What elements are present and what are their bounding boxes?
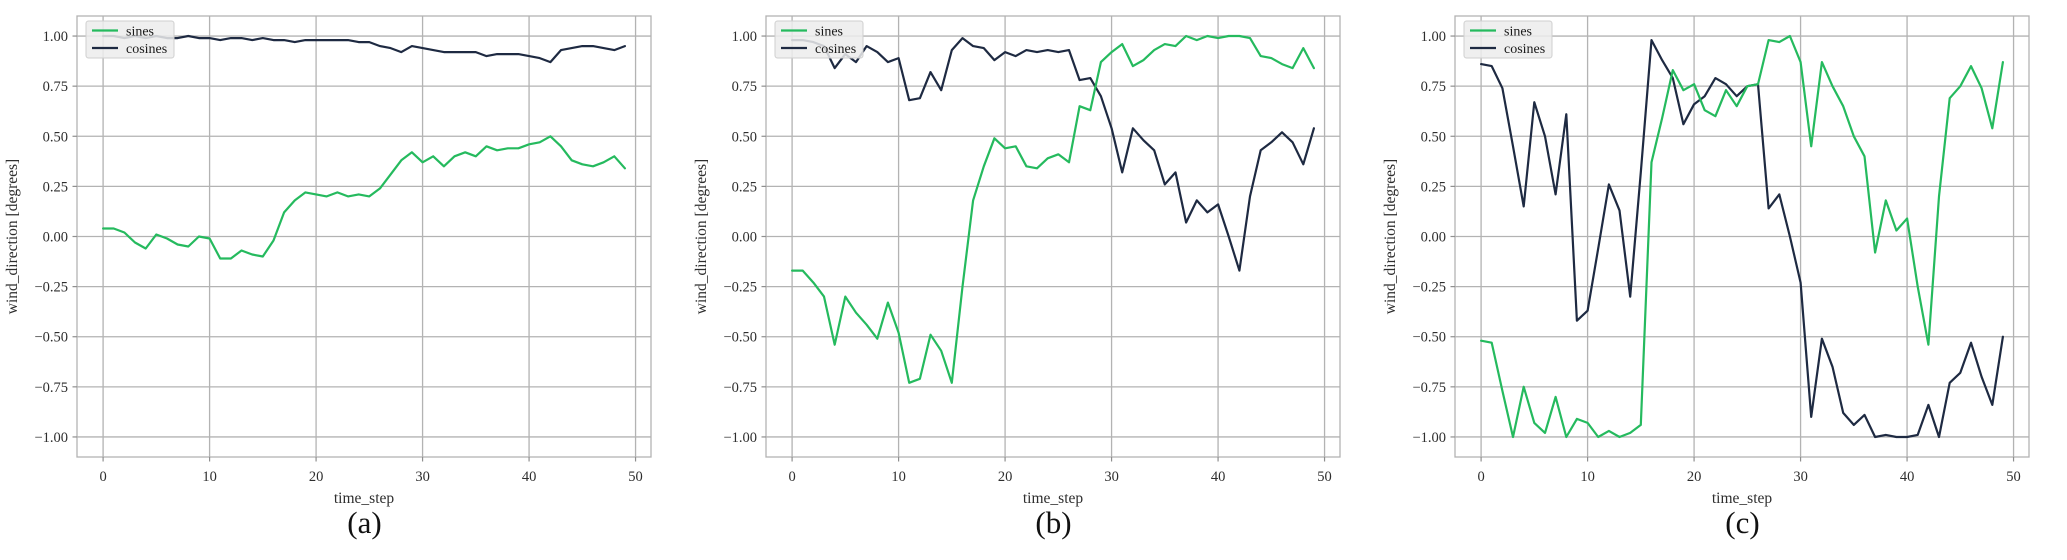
series-line-cosines: [1479, 38, 2005, 439]
chart-b: 0 10 20 30 40 50 1.00 0.75 0.50 0.25 0.00 −0.25 −0.5…: [693, 15, 1341, 507]
x-tick-label: 10: [202, 469, 217, 485]
series-line-cosines: [101, 34, 627, 64]
y-tick-label: 1.00: [1421, 29, 1446, 45]
panel-a: 0 10 20 30 40 50 1.00 0.75 0.50 0.25 0.00 −0.25 −0.5…: [0, 0, 689, 560]
legend-label-sines: sines: [1504, 24, 1532, 39]
x-tick-label: 30: [1793, 469, 1808, 485]
y-tick-label: 0.00: [732, 230, 757, 246]
x-tick-label: 40: [522, 469, 537, 485]
x-tick-label: 0: [788, 469, 795, 485]
y-tick-label: −1.00: [723, 430, 757, 446]
x-axis-label: time_step: [1023, 490, 1084, 507]
y-tick-label: −0.75: [1412, 380, 1446, 396]
x-tick-label: 40: [1211, 469, 1226, 485]
y-tick-label: −0.50: [1412, 330, 1446, 346]
y-tick-label: 0.75: [43, 79, 68, 95]
y-tick-label: −0.25: [1412, 280, 1446, 296]
x-tick-label: 0: [99, 469, 106, 485]
y-tick-label: −0.50: [34, 330, 68, 346]
y-tick-label: −1.00: [34, 430, 68, 446]
y-tick-label: 0.00: [1421, 230, 1446, 246]
y-tick-label: 0.50: [43, 129, 68, 145]
x-tick-label: 30: [1104, 469, 1119, 485]
legend: sines cosines: [774, 20, 864, 59]
legend-label-cosines: cosines: [815, 42, 856, 57]
x-axis-label: time_step: [1712, 490, 1773, 507]
legend-label-cosines: cosines: [126, 42, 167, 57]
x-tick-label: 50: [2006, 469, 2021, 485]
y-axis-label: wind_direction [degrees]: [1382, 159, 1399, 314]
y-tick-label: −0.50: [723, 330, 757, 346]
series-line-sines: [1479, 34, 2005, 439]
y-tick-label: 0.50: [732, 129, 757, 145]
panel-c: 0 10 20 30 40 50 1.00 0.75 0.50 0.25 0.00 −0.25 −0.5…: [1378, 0, 2067, 560]
x-tick-label: 50: [628, 469, 643, 485]
y-tick-label: −1.00: [1412, 430, 1446, 446]
x-tick-label: 10: [1580, 469, 1595, 485]
y-tick-label: 0.25: [1421, 179, 1446, 195]
grid: [77, 16, 651, 457]
y-tick-label: 1.00: [732, 29, 757, 45]
x-tick-label: 20: [309, 469, 324, 485]
x-tick-label: 20: [1687, 469, 1702, 485]
legend-label-sines: sines: [126, 24, 154, 39]
x-tick-label: 50: [1317, 469, 1332, 485]
y-tick-label: 0.25: [43, 179, 68, 195]
series-line-sines: [101, 135, 627, 260]
legend: sines cosines: [1463, 20, 1553, 59]
chart-c: 0 10 20 30 40 50 1.00 0.75 0.50 0.25 0.00 −0.25 −0.5…: [1382, 15, 2030, 507]
y-tick-label: −0.25: [34, 280, 68, 296]
y-tick-label: −0.25: [723, 280, 757, 296]
x-tick-label: 40: [1900, 469, 1915, 485]
grid: [1455, 16, 2029, 457]
axis-ticks: 0 10 20 30 40 50 1.00 0.75 0.50 0.25 0.00 −0.25 −0.5…: [34, 29, 642, 485]
axis-ticks: 0 10 20 30 40 50 1.00 0.75 0.50 0.25 0.00 −0.25 −0.5…: [1412, 29, 2020, 485]
y-axis-label: wind_direction [degrees]: [4, 159, 21, 314]
y-tick-label: 0.75: [1421, 79, 1446, 95]
y-tick-label: 0.00: [43, 230, 68, 246]
y-tick-label: −0.75: [34, 380, 68, 396]
series-line-cosines: [790, 36, 1316, 272]
grid: [766, 16, 1340, 457]
y-tick-label: −0.75: [723, 380, 757, 396]
y-tick-label: 0.75: [732, 79, 757, 95]
legend-label-sines: sines: [815, 24, 843, 39]
x-tick-label: 30: [415, 469, 430, 485]
legend-label-cosines: cosines: [1504, 42, 1545, 57]
y-axis-label: wind_direction [degrees]: [693, 159, 710, 314]
x-tick-label: 0: [1477, 469, 1484, 485]
axis-ticks: 0 10 20 30 40 50 1.00 0.75 0.50 0.25 0.00 −0.25 −0.5…: [723, 29, 1331, 485]
y-tick-label: 0.50: [1421, 129, 1446, 145]
legend: sines cosines: [85, 20, 175, 59]
x-tick-label: 10: [891, 469, 906, 485]
series-line-sines: [790, 34, 1316, 384]
y-tick-label: 1.00: [43, 29, 68, 45]
panel-b: 0 10 20 30 40 50 1.00 0.75 0.50 0.25 0.00 −0.25 −0.5…: [689, 0, 1378, 560]
x-axis-label: time_step: [334, 490, 395, 507]
chart-a: 0 10 20 30 40 50 1.00 0.75 0.50 0.25 0.00 −0.25 −0.5…: [4, 15, 652, 507]
y-tick-label: 0.25: [732, 179, 757, 195]
x-tick-label: 20: [998, 469, 1013, 485]
